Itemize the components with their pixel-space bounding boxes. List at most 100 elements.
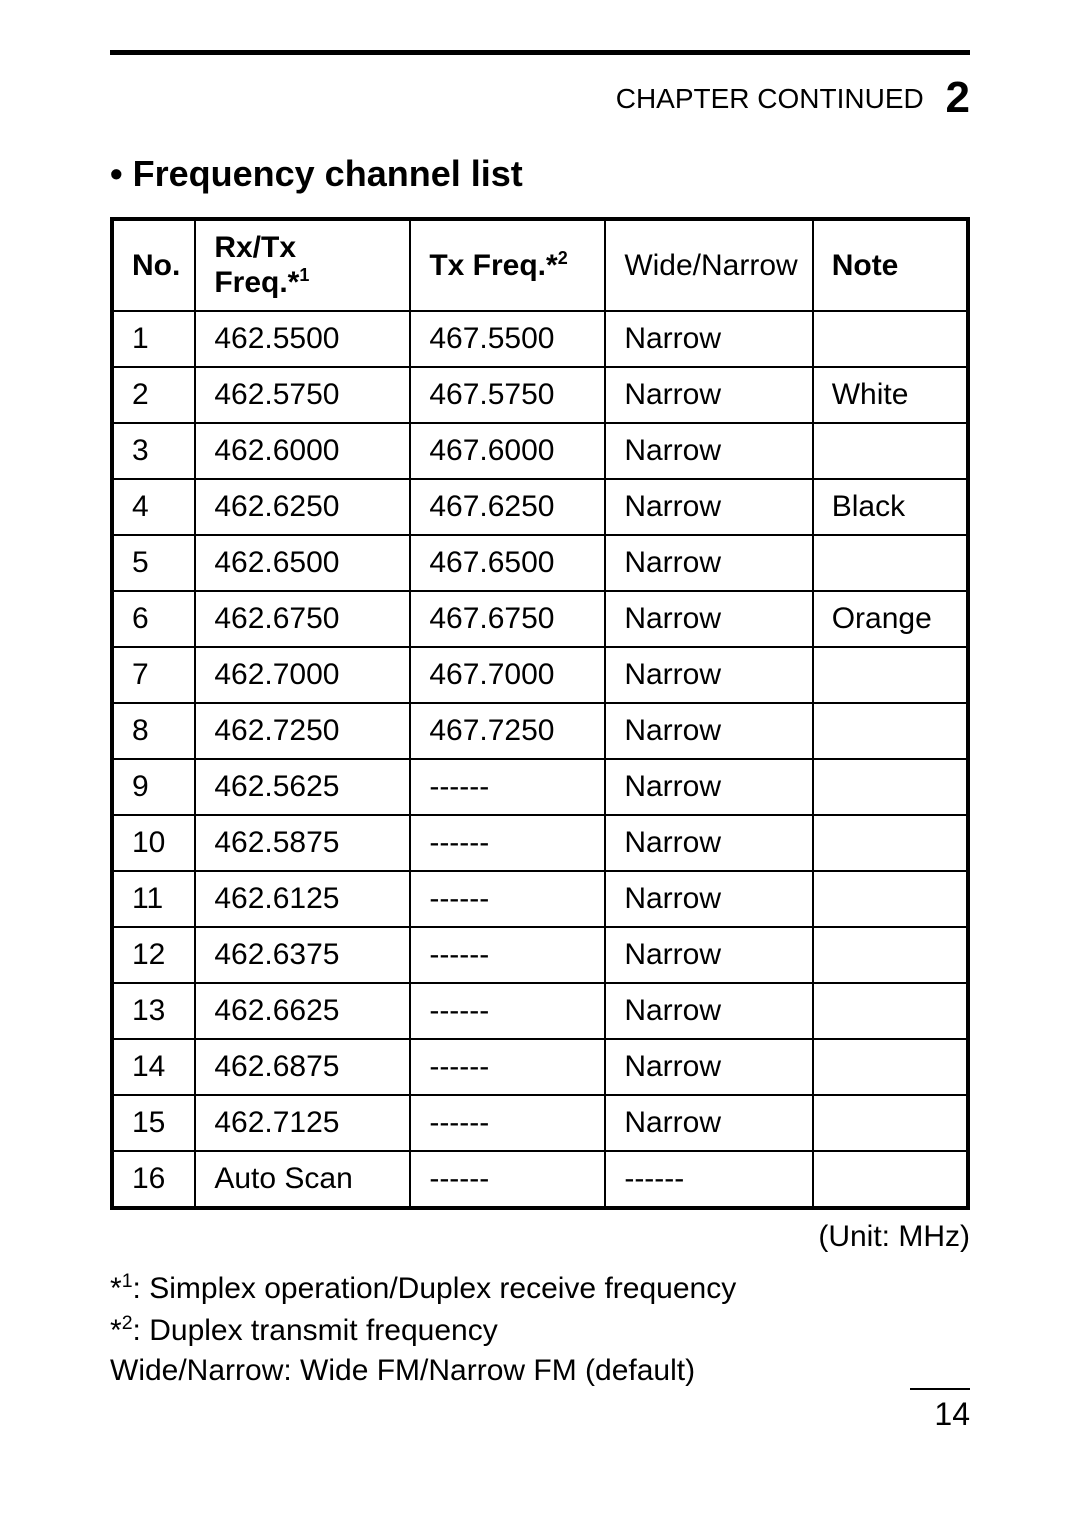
table-cell-rx: Auto Scan [195, 1151, 410, 1208]
table-cell-wn: Narrow [605, 423, 812, 479]
table-cell-wn: Narrow [605, 759, 812, 815]
table-cell-tx: 467.6750 [410, 591, 605, 647]
table-cell-rx: 462.6500 [195, 535, 410, 591]
table-row: 16Auto Scan------------ [112, 1151, 968, 1208]
table-cell-rx: 462.6000 [195, 423, 410, 479]
table-cell-no: 6 [112, 591, 195, 647]
table-header: No.Rx/Tx Freq.*1Tx Freq.*2Wide/NarrowNot… [112, 219, 968, 311]
table-cell-tx: ------ [410, 759, 605, 815]
table-cell-no: 14 [112, 1039, 195, 1095]
table-cell-wn: Narrow [605, 311, 812, 367]
table-header-cell-tx: Tx Freq.*2 [410, 219, 605, 311]
table-cell-rx: 462.5500 [195, 311, 410, 367]
table-cell-tx: ------ [410, 983, 605, 1039]
table-cell-wn: Narrow [605, 1039, 812, 1095]
section-title-text: Frequency channel list [133, 153, 523, 194]
table-cell-wn: Narrow [605, 1095, 812, 1151]
table-cell-tx: 467.7250 [410, 703, 605, 759]
table-cell-tx: ------ [410, 871, 605, 927]
table-cell-wn: Narrow [605, 703, 812, 759]
table-row: 2462.5750467.5750NarrowWhite [112, 367, 968, 423]
table-cell-note [813, 703, 968, 759]
table-cell-wn: ------ [605, 1151, 812, 1208]
unit-line: (Unit: MHz) [110, 1220, 970, 1254]
table-header-cell-note: Note [813, 219, 968, 311]
table-cell-note [813, 927, 968, 983]
table-cell-note [813, 1039, 968, 1095]
table-cell-wn: Narrow [605, 479, 812, 535]
section-bullet: • [110, 153, 123, 194]
table-cell-no: 1 [112, 311, 195, 367]
table-row: 3462.6000467.6000Narrow [112, 423, 968, 479]
footnote-line: Wide/Narrow: Wide FM/Narrow FM (default) [110, 1351, 970, 1392]
table-body: 1462.5500467.5500Narrow2462.5750467.5750… [112, 311, 968, 1208]
table-cell-tx: ------ [410, 1039, 605, 1095]
table-cell-no: 12 [112, 927, 195, 983]
table-row: 13462.6625------Narrow [112, 983, 968, 1039]
footnote-line: *1: Simplex operation/Duplex receive fre… [110, 1268, 970, 1310]
table-cell-no: 4 [112, 479, 195, 535]
table-cell-wn: Narrow [605, 983, 812, 1039]
table-header-cell-rx: Rx/Tx Freq.*1 [195, 219, 410, 311]
table-header-cell-wn: Wide/Narrow [605, 219, 812, 311]
table-cell-rx: 462.7125 [195, 1095, 410, 1151]
table-cell-tx: ------ [410, 1095, 605, 1151]
table-cell-no: 3 [112, 423, 195, 479]
page: CHAPTER CONTINUED 2 • Frequency channel … [0, 0, 1080, 1523]
chapter-number: 2 [946, 73, 970, 122]
table-cell-no: 9 [112, 759, 195, 815]
table-cell-rx: 462.6625 [195, 983, 410, 1039]
table-cell-no: 8 [112, 703, 195, 759]
table-cell-rx: 462.5875 [195, 815, 410, 871]
table-cell-rx: 462.5750 [195, 367, 410, 423]
table-cell-note: White [813, 367, 968, 423]
table-cell-rx: 462.6875 [195, 1039, 410, 1095]
table-cell-tx: ------ [410, 927, 605, 983]
table-cell-wn: Narrow [605, 815, 812, 871]
table-row: 15462.7125------Narrow [112, 1095, 968, 1151]
table-cell-wn: Narrow [605, 367, 812, 423]
page-number: 14 [910, 1388, 970, 1433]
table-cell-rx: 462.5625 [195, 759, 410, 815]
table-header-row: No.Rx/Tx Freq.*1Tx Freq.*2Wide/NarrowNot… [112, 219, 968, 311]
table-row: 5462.6500467.6500Narrow [112, 535, 968, 591]
table-cell-wn: Narrow [605, 647, 812, 703]
footnotes: *1: Simplex operation/Duplex receive fre… [110, 1268, 970, 1392]
table-cell-rx: 462.6125 [195, 871, 410, 927]
frequency-table: No.Rx/Tx Freq.*1Tx Freq.*2Wide/NarrowNot… [110, 217, 970, 1210]
table-cell-tx: 467.6250 [410, 479, 605, 535]
table-cell-note [813, 1151, 968, 1208]
table-cell-note [813, 983, 968, 1039]
table-row: 10462.5875------Narrow [112, 815, 968, 871]
table-cell-rx: 462.7250 [195, 703, 410, 759]
table-cell-note: Orange [813, 591, 968, 647]
table-cell-tx: ------ [410, 815, 605, 871]
table-cell-no: 5 [112, 535, 195, 591]
table-row: 8462.7250467.7250Narrow [112, 703, 968, 759]
table-cell-tx: 467.6000 [410, 423, 605, 479]
table-cell-note: Black [813, 479, 968, 535]
table-cell-tx: 467.7000 [410, 647, 605, 703]
table-cell-no: 13 [112, 983, 195, 1039]
table-row: 7462.7000467.7000Narrow [112, 647, 968, 703]
table-cell-tx: ------ [410, 1151, 605, 1208]
section-title: • Frequency channel list [110, 153, 970, 195]
table-cell-note [813, 535, 968, 591]
table-row: 12462.6375------Narrow [112, 927, 968, 983]
chapter-header: CHAPTER CONTINUED 2 [110, 73, 970, 123]
table-cell-wn: Narrow [605, 591, 812, 647]
table-cell-no: 16 [112, 1151, 195, 1208]
table-cell-rx: 462.6375 [195, 927, 410, 983]
table-cell-rx: 462.6250 [195, 479, 410, 535]
table-row: 14462.6875------Narrow [112, 1039, 968, 1095]
table-cell-no: 15 [112, 1095, 195, 1151]
table-cell-rx: 462.7000 [195, 647, 410, 703]
table-row: 4462.6250467.6250NarrowBlack [112, 479, 968, 535]
top-rule [110, 50, 970, 55]
table-cell-wn: Narrow [605, 535, 812, 591]
table-header-cell-no: No. [112, 219, 195, 311]
table-cell-tx: 467.5500 [410, 311, 605, 367]
table-cell-wn: Narrow [605, 927, 812, 983]
table-cell-note [813, 311, 968, 367]
table-row: 9462.5625------Narrow [112, 759, 968, 815]
